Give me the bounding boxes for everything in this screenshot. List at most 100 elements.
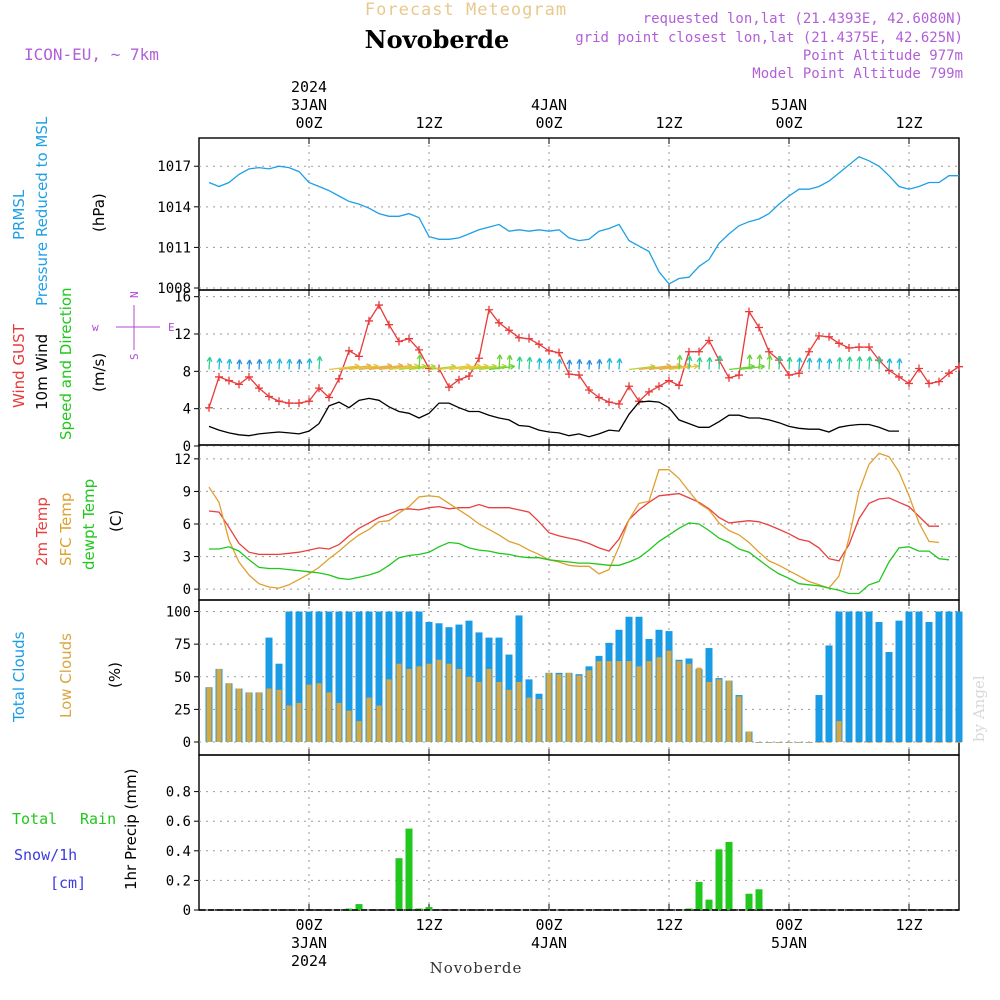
wind-arrow-head xyxy=(576,359,583,365)
bar-low-clouds xyxy=(856,742,862,743)
wind-arrow-head xyxy=(256,359,263,365)
wind-direction-arrow xyxy=(578,359,581,370)
clouds-label-2: Low Clouds xyxy=(57,633,75,718)
series-line-prmsl xyxy=(208,156,959,285)
compass-e: E xyxy=(168,321,175,334)
wind-direction-arrow xyxy=(208,357,211,370)
wind-direction-arrow xyxy=(298,359,301,370)
bar-low-clouds xyxy=(826,742,832,743)
wind-direction-arrow xyxy=(228,359,231,370)
gust-marker xyxy=(605,398,613,407)
bar-low-clouds xyxy=(606,661,612,742)
panel-frame xyxy=(198,754,960,911)
bar-low-clouds xyxy=(426,663,432,742)
wind-direction-arrow xyxy=(738,365,765,371)
bar-low-clouds xyxy=(616,661,622,742)
bar-low-clouds xyxy=(776,742,782,743)
gust-marker xyxy=(865,343,873,352)
y-tick-label: 0.6 xyxy=(166,814,191,830)
temp-label-3: dewpt Temp xyxy=(80,479,98,570)
bar-low-clouds xyxy=(246,692,252,742)
temp-titles: 2m Temp SFC Temp dewpt Temp (C) xyxy=(33,479,125,570)
pressure-titles: PRMSL Pressure Reduced to MSL (hPa) xyxy=(10,116,108,306)
wind-arrow-head xyxy=(526,356,533,362)
gust-marker xyxy=(925,379,933,388)
bar-low-clouds xyxy=(536,698,542,742)
y-tick-label: 16 xyxy=(174,290,191,306)
gust-marker xyxy=(635,397,643,406)
bar-low-clouds xyxy=(676,661,682,742)
y-tick-label: 0.8 xyxy=(166,785,191,801)
clouds-unit: (%) xyxy=(106,662,124,688)
bar-low-clouds xyxy=(226,683,232,742)
footer-location: Novoberde xyxy=(430,959,523,977)
wind-arrow-head xyxy=(556,358,563,364)
gust-marker xyxy=(595,393,603,402)
gust-marker xyxy=(375,301,383,310)
y-tick-label: 0 xyxy=(183,439,191,455)
wind-arrow-head xyxy=(746,354,753,360)
gust-marker xyxy=(345,346,353,355)
wind-arrow-head xyxy=(606,357,613,364)
wind-arrow-head xyxy=(276,358,283,364)
wind-arrow-head xyxy=(596,359,603,365)
location-title: Novoberde xyxy=(365,25,510,54)
gust-marker xyxy=(495,318,503,327)
wind-direction-arrow xyxy=(788,357,791,370)
bar-total-clouds xyxy=(335,611,343,742)
wind-direction-arrow xyxy=(618,358,621,370)
wind-direction-arrow xyxy=(778,356,781,370)
gust-marker xyxy=(585,386,593,394)
wind-direction-arrow xyxy=(518,356,521,370)
wind-arrow-head xyxy=(766,354,773,361)
bar-total-clouds xyxy=(935,611,943,742)
bar-total-rain xyxy=(705,899,713,910)
bar-low-clouds xyxy=(696,667,702,742)
temp-unit: (C) xyxy=(107,510,125,532)
bar-low-clouds xyxy=(376,705,382,742)
bar-low-clouds xyxy=(236,688,242,742)
precip-unit: 1hr Precip (mm) xyxy=(122,769,140,890)
wind-direction-arrow xyxy=(718,355,721,370)
wind-direction-arrow xyxy=(428,365,456,371)
gust-marker xyxy=(485,305,493,314)
bar-low-clouds xyxy=(786,742,792,743)
wind-direction-arrow xyxy=(818,357,821,370)
wind-direction-arrow xyxy=(628,365,656,371)
wind-direction-arrow xyxy=(838,357,841,370)
gust-marker xyxy=(395,337,403,346)
gust-marker xyxy=(575,371,583,380)
gust-marker xyxy=(205,403,213,412)
bottom-time-axis: 00Z 12Z 00Z 12Z 00Z 12Z 3JAN 4JAN 5JAN 2024 xyxy=(291,916,923,970)
gust-marker xyxy=(625,382,633,391)
gust-marker xyxy=(385,320,393,329)
y-tick-label: 0 xyxy=(183,582,191,598)
y-tick-label: 1008 xyxy=(157,281,191,297)
wind-direction-arrow xyxy=(328,365,360,371)
bar-low-clouds xyxy=(766,742,772,743)
gust-marker xyxy=(915,364,923,373)
top-hour-label: 12Z xyxy=(895,114,922,132)
bar-total-clouds xyxy=(365,611,373,742)
top-day-label: 4JAN xyxy=(531,96,567,114)
bar-low-clouds xyxy=(746,731,752,742)
wind-arrow-head xyxy=(706,357,713,363)
gust-marker xyxy=(445,383,453,392)
gust-marker xyxy=(675,381,683,390)
bar-total-clouds xyxy=(295,611,303,742)
wind-label-3: Speed and Direction xyxy=(57,287,75,440)
bar-low-clouds xyxy=(306,684,312,742)
wind-direction-arrow xyxy=(708,357,711,370)
wind-direction-arrow xyxy=(868,356,871,370)
wind-direction-arrow xyxy=(558,359,561,370)
gust-marker xyxy=(265,392,273,401)
bar-low-clouds xyxy=(266,688,272,742)
wind-arrow-head xyxy=(496,354,503,360)
clouds-label-1: Total Clouds xyxy=(10,631,28,723)
bar-low-clouds xyxy=(296,702,302,742)
bar-low-clouds xyxy=(436,659,442,742)
bar-low-clouds xyxy=(656,657,662,742)
panel-frame xyxy=(198,137,960,291)
bottom-hour-label: 12Z xyxy=(895,916,922,934)
